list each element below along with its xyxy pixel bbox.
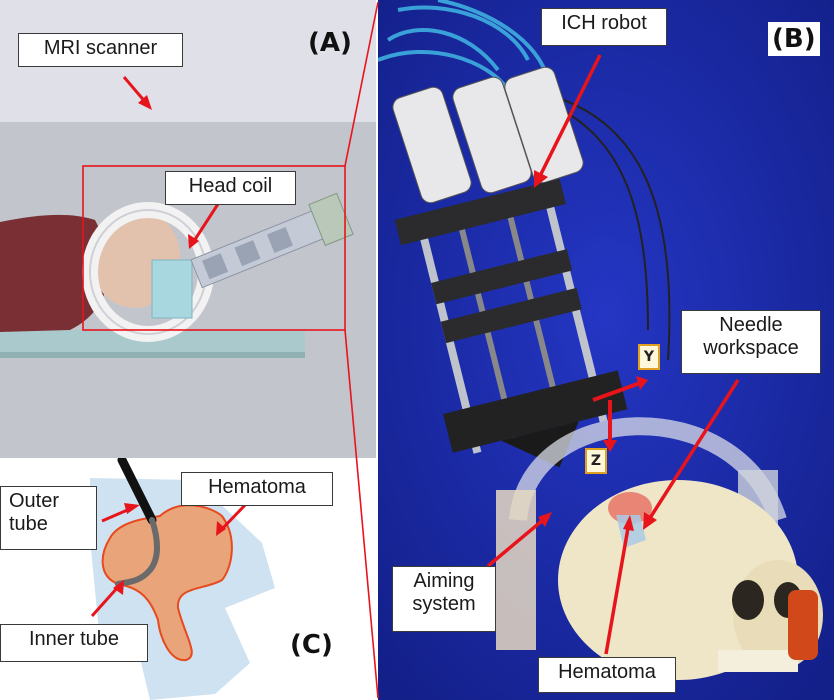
panel-b-robot-photo: ICH robot (B) Needle workspace Aiming sy… — [378, 0, 834, 700]
y-axis-arrow — [592, 381, 641, 402]
panel-a-scanner-render: MRI scanner Head coil (A) — [0, 0, 376, 458]
arrow-head-coil — [192, 203, 220, 242]
panel-a-label: (A) — [308, 28, 352, 58]
outer-tube — [117, 458, 157, 525]
robot-base — [151, 259, 193, 319]
arrow-hematoma-b — [604, 527, 630, 655]
arrow-needle-workspace — [648, 379, 740, 519]
callout-hematoma-c: Hematoma — [181, 472, 333, 506]
callout-outer-tube: Outer tube — [0, 486, 97, 550]
callout-needle-workspace: Needle workspace — [681, 310, 821, 374]
robot-photo-scene — [378, 0, 834, 700]
arrow-hematoma-c — [220, 500, 250, 531]
callout-hematoma-b: Hematoma — [538, 657, 676, 693]
callout-aiming-system: Aiming system — [392, 566, 496, 632]
arrow-aiming-system — [486, 518, 545, 568]
callout-mri-scanner: MRI scanner — [18, 33, 183, 67]
axis-label-z: Z — [585, 448, 607, 474]
panel-b-label: (B) — [768, 22, 820, 56]
scanner-scene — [0, 0, 376, 458]
robot-frame — [394, 178, 628, 468]
axis-label-y: Y — [638, 344, 660, 370]
robot-arm-render — [190, 192, 354, 289]
arrow-inner-tube — [90, 585, 120, 618]
panel-c-catheter-diagram: Outer tube Hematoma Inner tube (C) — [0, 458, 376, 700]
panel-c-label: (C) — [290, 630, 333, 660]
callout-ich-robot: ICH robot — [541, 8, 667, 46]
callout-head-coil: Head coil — [165, 171, 296, 205]
aiming-post — [496, 490, 536, 650]
callout-inner-tube: Inner tube — [0, 624, 148, 662]
zoom-box — [82, 165, 346, 331]
arrow-ich-robot — [538, 54, 602, 177]
robot-motors — [392, 66, 584, 204]
inner-tube — [115, 517, 160, 587]
